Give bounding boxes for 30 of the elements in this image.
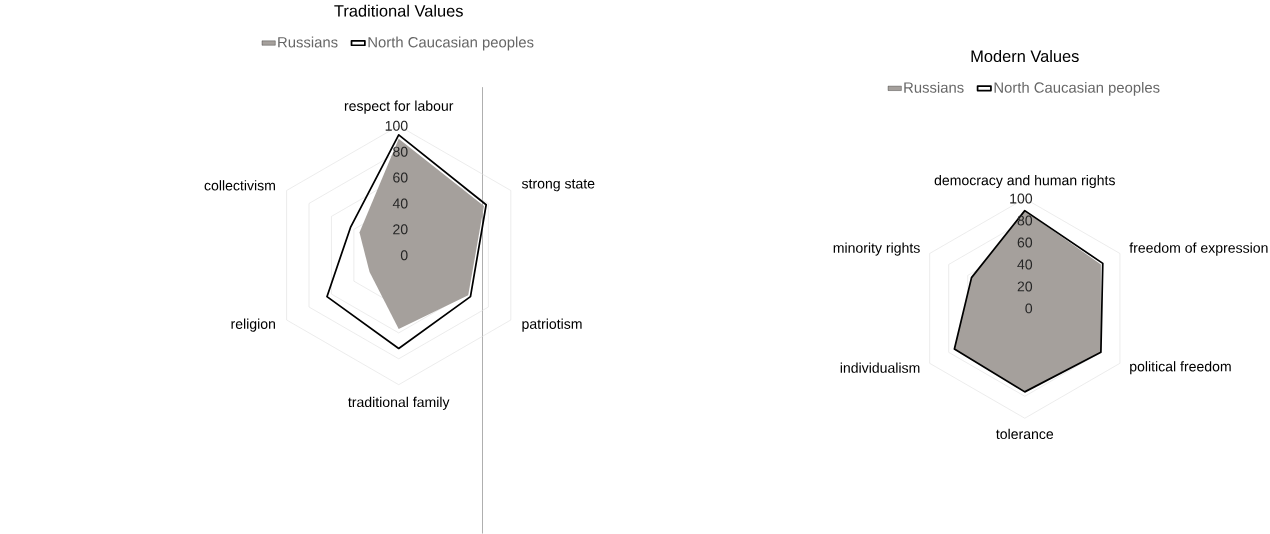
spoke-label: freedom of expression (1129, 242, 1268, 256)
legend-label: Russians (904, 81, 964, 93)
spoke-label: minority rights (833, 242, 920, 256)
y-tick-label: 0 (400, 250, 408, 261)
legend-label: North Caucasian peoples (368, 36, 534, 51)
legend-label: North Caucasian peoples (994, 81, 1160, 96)
y-tick-label: 40 (1017, 259, 1033, 270)
y-tick-label: 80 (393, 146, 408, 157)
spoke-label: respect for labour (344, 100, 454, 114)
spoke-label: strong state (521, 179, 595, 192)
y-tick-label: 60 (1017, 237, 1033, 248)
spoke-label: democracy and human rights (934, 174, 1115, 189)
spoke-label: individualism (840, 362, 920, 373)
y-tick-label: 20 (393, 224, 408, 235)
y-tick-label: 80 (1017, 215, 1033, 226)
legend-label: Russians (278, 36, 338, 48)
y-tick-label: 60 (393, 172, 408, 183)
spoke-label: patriotism (522, 318, 582, 332)
spoke-label: religion (231, 318, 275, 332)
y-tick-label: 40 (392, 198, 408, 209)
spoke-label: tolerance (996, 428, 1054, 440)
chart-title: Traditional Values (334, 4, 463, 17)
y-tick-label: 20 (1017, 281, 1033, 292)
y-tick-label: 100 (385, 120, 408, 131)
y-tick-label: 100 (1010, 193, 1033, 204)
chart-title: Modern Values (971, 50, 1079, 63)
spoke-label: political freedom (1130, 361, 1231, 375)
y-tick-label: 0 (1025, 303, 1033, 314)
spoke-label: collectivism (204, 180, 275, 191)
spoke-label: traditional family (348, 396, 450, 410)
